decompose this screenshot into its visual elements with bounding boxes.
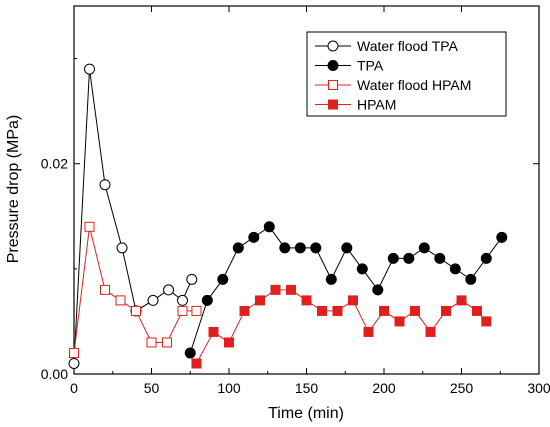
- data-point: [480, 252, 492, 264]
- data-point: [84, 221, 95, 232]
- data-point: [184, 347, 196, 359]
- data-point: [186, 273, 198, 285]
- series-0: [68, 63, 198, 369]
- series-line: [73, 226, 197, 354]
- legend-marker: [328, 99, 338, 110]
- data-point: [434, 252, 446, 264]
- x-tick-label: 100: [217, 380, 241, 396]
- data-point: [410, 305, 420, 316]
- series-layer: [68, 63, 508, 369]
- data-point: [163, 284, 175, 296]
- data-point: [191, 305, 202, 316]
- legend: Water flood TPA TPA Water flood HPAM HPAM: [306, 31, 507, 117]
- data-point: [208, 326, 219, 337]
- data-point: [356, 263, 368, 275]
- data-point: [69, 347, 79, 358]
- data-point: [146, 337, 157, 348]
- data-point: [100, 284, 110, 295]
- x-axis-label: Time (min): [268, 405, 344, 422]
- x-tick-label: 250: [450, 380, 474, 396]
- x-tick-label: 50: [144, 380, 160, 396]
- data-point: [317, 305, 327, 316]
- x-tick-label: 0: [70, 380, 78, 396]
- y-tick-label: 0.02: [41, 156, 68, 172]
- legend-marker: [328, 80, 338, 90]
- data-point: [177, 294, 188, 306]
- data-point: [456, 295, 467, 306]
- data-point: [481, 316, 492, 327]
- data-point: [496, 231, 508, 243]
- data-point: [341, 242, 353, 254]
- data-point: [84, 63, 95, 75]
- data-point: [310, 242, 322, 254]
- data-point: [99, 179, 111, 191]
- y-axis-label: Pressure drop (MPa): [5, 115, 22, 264]
- data-point: [286, 284, 296, 295]
- y-tick-label: 0.00: [41, 366, 68, 382]
- data-point: [449, 263, 461, 275]
- series-1: [184, 221, 508, 359]
- data-point: [191, 358, 202, 369]
- data-point: [270, 284, 281, 295]
- data-point: [239, 305, 250, 316]
- series-line: [196, 289, 487, 364]
- data-point: [217, 273, 229, 285]
- x-tick-label: 200: [372, 380, 396, 396]
- x-tick-label: 300: [527, 380, 550, 396]
- data-point: [248, 231, 260, 243]
- data-point: [441, 305, 451, 316]
- legend-marker: [327, 60, 339, 71]
- series-line: [73, 69, 193, 364]
- data-point: [465, 273, 477, 285]
- data-point: [162, 337, 172, 348]
- data-point: [418, 242, 430, 254]
- series-2: [69, 221, 202, 358]
- data-point: [325, 273, 337, 285]
- data-point: [387, 252, 399, 264]
- data-point: [177, 305, 188, 316]
- legend-label: HPAM: [357, 97, 396, 113]
- legend-marker: [327, 40, 339, 52]
- data-point: [224, 337, 234, 348]
- y-axis: 0.00 0.02: [41, 58, 539, 382]
- data-point: [301, 295, 312, 306]
- data-point: [348, 295, 358, 306]
- data-point: [363, 326, 374, 337]
- data-point: [279, 242, 291, 254]
- data-point: [68, 357, 80, 369]
- legend-label: TPA: [357, 58, 384, 74]
- data-point: [116, 242, 128, 254]
- data-point: [372, 284, 384, 296]
- data-point: [403, 252, 415, 264]
- data-point: [472, 305, 482, 316]
- series-3: [191, 284, 492, 369]
- data-point: [115, 295, 126, 306]
- data-point: [332, 305, 343, 316]
- x-axis: 0 50 100 150 200 250 300: [70, 6, 550, 396]
- data-point: [232, 242, 244, 254]
- data-point: [147, 294, 159, 306]
- data-point: [425, 326, 436, 337]
- data-point: [255, 295, 265, 306]
- data-point: [201, 294, 213, 306]
- legend-label: Water flood HPAM: [357, 77, 471, 93]
- data-point: [394, 316, 405, 327]
- legend-label: Water flood TPA: [357, 38, 459, 54]
- data-point: [294, 242, 306, 254]
- data-point: [131, 305, 141, 316]
- data-point: [263, 221, 275, 233]
- x-tick-label: 150: [295, 380, 319, 396]
- data-point: [379, 305, 389, 316]
